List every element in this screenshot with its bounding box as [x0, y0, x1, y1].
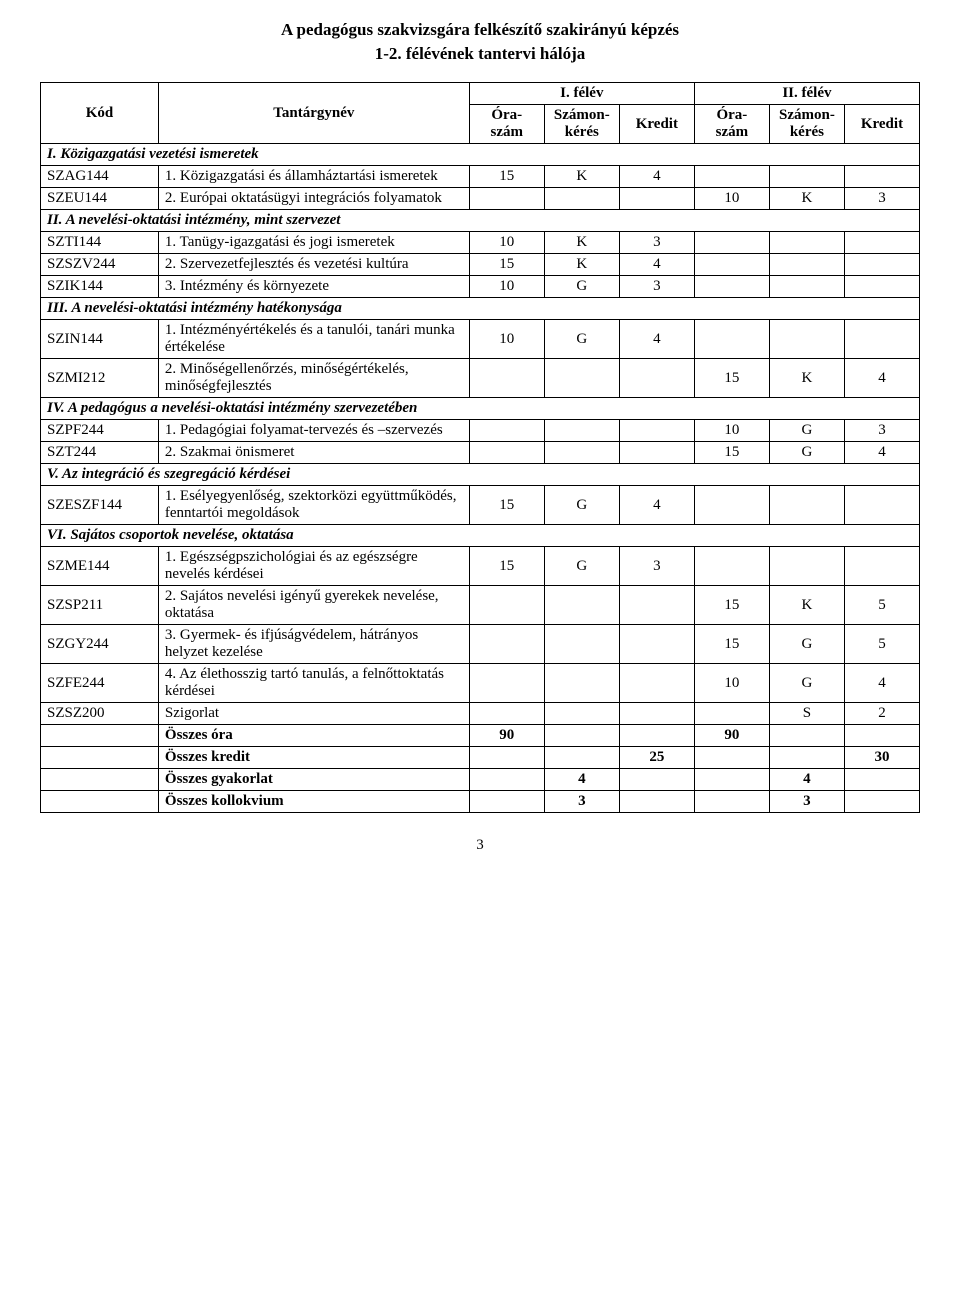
th-subject: Tantárgynév	[158, 83, 469, 144]
table-row: SZME144 1. Egészségpszichológiai és az e…	[41, 547, 920, 586]
page-number: 3	[40, 837, 920, 854]
table-row: SZFE244 4. Az élethosszig tartó tanulás,…	[41, 664, 920, 703]
table-header-row-1: Kód Tantárgynév I. félév II. félév	[41, 83, 920, 105]
th-exam-1: Számon-kérés	[544, 105, 619, 144]
th-hours-2: Óra-szám	[694, 105, 769, 144]
th-credit-1: Kredit	[619, 105, 694, 144]
table-row: SZSZ200 Szigorlat S 2	[41, 703, 920, 725]
section-row: IV. A pedagógus a nevelési-oktatási inté…	[41, 398, 920, 420]
section-row: III. A nevelési-oktatási intézmény haték…	[41, 298, 920, 320]
summary-row-practical: Összes gyakorlat 4 4	[41, 769, 920, 791]
th-exam-2: Számon-kérés	[769, 105, 844, 144]
th-sem1: I. félév	[469, 83, 694, 105]
summary-row-hours: Összes óra 90 90	[41, 725, 920, 747]
section-row: VI. Sajátos csoportok nevelése, oktatása	[41, 525, 920, 547]
section-row: II. A nevelési-oktatási intézmény, mint …	[41, 210, 920, 232]
table-row: SZIK144 3. Intézmény és környezete 10 G …	[41, 276, 920, 298]
th-credit-2: Kredit	[844, 105, 919, 144]
table-row: SZSP211 2. Sajátos nevelési igényű gyere…	[41, 586, 920, 625]
table-row: SZEU144 2. Európai oktatásügyi integráci…	[41, 188, 920, 210]
table-row: SZESZF144 1. Esélyegyenlőség, szektorköz…	[41, 486, 920, 525]
table-row: SZMI212 2. Minőségellenőrzés, minőségért…	[41, 359, 920, 398]
summary-row-colloq: Összes kollokvium 3 3	[41, 791, 920, 813]
table-row: SZIN144 1. Intézményértékelés és a tanul…	[41, 320, 920, 359]
table-row: SZSZV244 2. Szervezetfejlesztés és vezet…	[41, 254, 920, 276]
table-row: SZGY244 3. Gyermek- és ifjúságvédelem, h…	[41, 625, 920, 664]
page-title-line1: A pedagógus szakvizsgára felkészítő szak…	[40, 20, 920, 40]
table-row: SZTI144 1. Tanügy-igazgatási és jogi ism…	[41, 232, 920, 254]
table-row: SZPF244 1. Pedagógiai folyamat-tervezés …	[41, 420, 920, 442]
table-row: SZAG144 1. Közigazgatási és államháztart…	[41, 166, 920, 188]
curriculum-table: Kód Tantárgynév I. félév II. félév Óra-s…	[40, 82, 920, 813]
summary-row-credits: Összes kredit 25 30	[41, 747, 920, 769]
section-row: V. Az integráció és szegregáció kérdései	[41, 464, 920, 486]
th-code: Kód	[41, 83, 159, 144]
th-hours-1: Óra-szám	[469, 105, 544, 144]
section-row: I. Közigazgatási vezetési ismeretek	[41, 144, 920, 166]
th-sem2: II. félév	[694, 83, 919, 105]
table-row: SZT244 2. Szakmai önismeret 15 G 4	[41, 442, 920, 464]
page-title-line2: 1-2. félévének tantervi hálója	[40, 44, 920, 64]
